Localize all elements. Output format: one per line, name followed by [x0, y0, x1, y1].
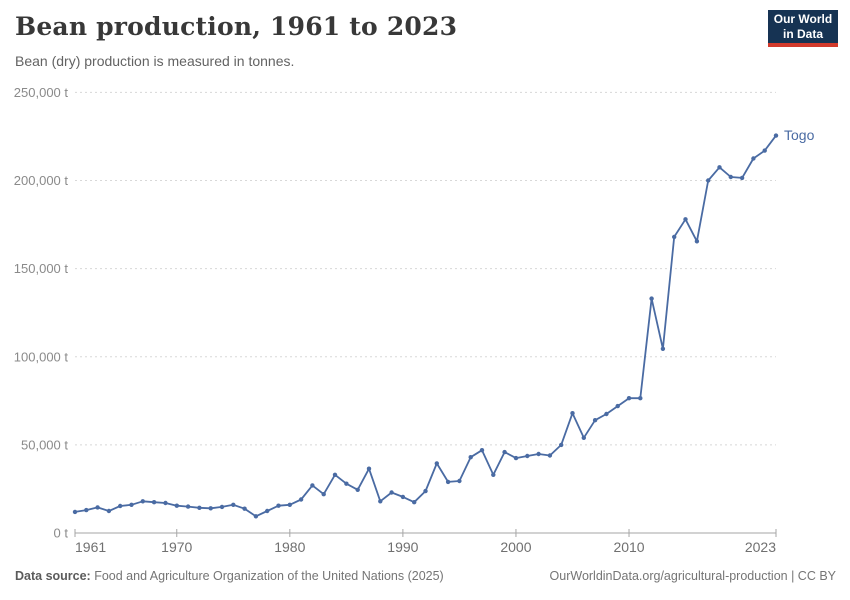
data-point[interactable] — [174, 503, 179, 508]
data-series[interactable]: Togo — [72, 127, 815, 519]
data-point[interactable] — [355, 487, 360, 492]
data-point[interactable] — [378, 499, 383, 504]
x-axis-tick-label: 1970 — [161, 539, 192, 555]
data-point[interactable] — [502, 449, 507, 455]
x-axis-tick-label: 1980 — [274, 539, 305, 555]
data-point[interactable] — [559, 442, 564, 448]
data-point[interactable] — [479, 448, 485, 453]
data-point[interactable] — [491, 472, 496, 477]
data-point[interactable] — [581, 435, 586, 440]
data-point[interactable] — [276, 503, 281, 508]
data-point[interactable] — [615, 403, 620, 409]
chart-title: Bean production, 1961 to 2023 — [15, 12, 458, 41]
data-point[interactable] — [163, 500, 168, 506]
data-point[interactable] — [592, 418, 598, 423]
x-axis-line — [74, 529, 777, 534]
data-point[interactable] — [231, 502, 236, 507]
data-point[interactable] — [728, 174, 733, 180]
y-axis-tick-label: 50,000 t — [21, 437, 68, 452]
data-point[interactable] — [400, 494, 406, 500]
x-axis-tick-label: 1990 — [387, 539, 418, 555]
data-point[interactable] — [423, 488, 428, 494]
data-point[interactable] — [118, 503, 123, 509]
data-point[interactable] — [773, 133, 779, 138]
data-point[interactable] — [525, 453, 530, 459]
data-point[interactable] — [445, 479, 451, 485]
data-source-label: Data source: — [15, 569, 91, 583]
data-point[interactable] — [739, 175, 745, 181]
data-point[interactable] — [751, 156, 756, 161]
data-point[interactable] — [389, 490, 394, 495]
footer: Data source: Food and Agriculture Organi… — [15, 569, 836, 583]
y-axis-tick-label: 0 t — [54, 526, 69, 541]
y-axis-tick-label: 250,000 t — [14, 85, 69, 100]
data-point[interactable] — [683, 217, 688, 222]
chart-subtitle: Bean (dry) production is measured in ton… — [15, 53, 295, 69]
owid-url-license[interactable]: OurWorldinData.org/agricultural-producti… — [549, 569, 836, 583]
data-point[interactable] — [604, 411, 609, 417]
data-point[interactable] — [106, 508, 112, 514]
owid-logo-line2: in Data — [782, 26, 823, 41]
data-point[interactable] — [412, 500, 417, 505]
data-point[interactable] — [84, 507, 89, 513]
x-axis-tick-label: 2023 — [745, 539, 776, 555]
data-point[interactable] — [366, 466, 372, 471]
data-point[interactable] — [649, 296, 654, 301]
data-point[interactable] — [762, 148, 767, 153]
data-point[interactable] — [660, 346, 666, 351]
data-point[interactable] — [626, 396, 632, 401]
data-point[interactable] — [310, 483, 315, 488]
x-axis-tick-label: 1961 — [75, 539, 106, 555]
data-point[interactable] — [570, 411, 575, 416]
data-point[interactable] — [513, 455, 519, 461]
data-point[interactable] — [672, 234, 677, 240]
data-point[interactable] — [95, 505, 100, 510]
y-axis-tick-label: 200,000 t — [14, 173, 69, 188]
x-axis-tick-label: 2000 — [500, 539, 531, 555]
series-line[interactable] — [74, 134, 777, 518]
data-point[interactable] — [208, 506, 213, 511]
data-point[interactable] — [298, 497, 304, 502]
x-axis-tick-label: 2010 — [613, 539, 644, 555]
gridlines: 0 t 50,000 t 100,000 t 150,000 t 200,000 t 25… — [14, 85, 776, 541]
data-point[interactable] — [344, 481, 349, 486]
axes: 1961 1970 1980 1990 2000 2010 2023 — [74, 529, 777, 555]
data-point[interactable] — [457, 478, 462, 484]
data-source-text: Food and Agriculture Organization of the… — [90, 569, 444, 583]
data-point[interactable] — [129, 502, 134, 507]
data-source-note: Data source: Food and Agriculture Organi… — [15, 569, 444, 583]
data-point[interactable] — [72, 509, 78, 515]
data-point[interactable] — [332, 472, 338, 477]
y-axis-tick-label: 100,000 t — [14, 349, 69, 364]
data-point[interactable] — [536, 451, 541, 457]
data-point[interactable] — [287, 502, 292, 507]
data-point[interactable] — [253, 514, 259, 519]
data-point[interactable] — [265, 508, 270, 514]
data-point[interactable] — [185, 504, 191, 509]
data-point[interactable] — [140, 499, 145, 504]
data-point[interactable] — [434, 461, 439, 466]
data-point[interactable] — [468, 455, 473, 460]
owid-logo[interactable]: Our World in Data — [768, 10, 838, 47]
y-axis-tick-label: 150,000 t — [14, 261, 69, 276]
data-point[interactable] — [547, 453, 553, 458]
data-point[interactable] — [151, 500, 157, 505]
series-entity-label[interactable]: Togo — [784, 127, 815, 143]
data-point[interactable] — [706, 178, 711, 183]
data-point[interactable] — [242, 506, 247, 511]
data-point[interactable] — [638, 396, 643, 401]
data-point[interactable] — [219, 504, 225, 510]
data-point[interactable] — [694, 239, 700, 244]
data-point[interactable] — [197, 505, 202, 510]
owid-logo-line1: Our World — [773, 11, 833, 26]
data-point[interactable] — [717, 165, 722, 170]
data-point[interactable] — [321, 492, 326, 497]
